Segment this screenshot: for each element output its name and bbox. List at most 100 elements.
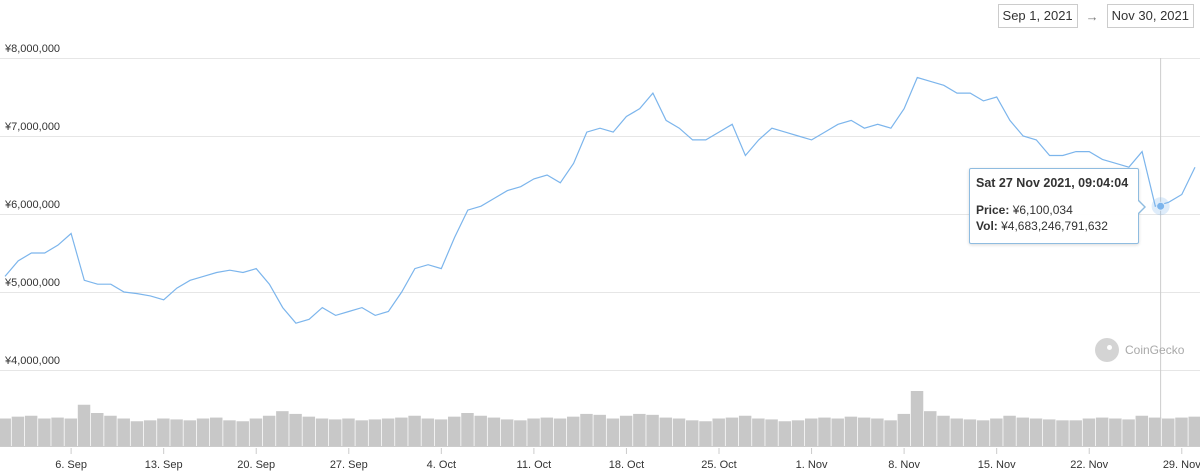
volume-bar	[196, 418, 210, 446]
volume-bar	[104, 415, 117, 446]
y-tick-label: ¥6,000,000	[4, 199, 60, 211]
volume-bar	[381, 418, 395, 446]
volume-bar	[924, 411, 937, 446]
x-tick-label: 4. Oct	[427, 459, 456, 471]
volume-bar	[805, 418, 818, 446]
volume-bar	[11, 416, 25, 446]
volume-bar	[725, 417, 739, 446]
tooltip: Sat 27 Nov 2021, 09:04:04 Price: ¥6,100,…	[969, 168, 1146, 244]
end-date-input[interactable]: Nov 30, 2021	[1106, 4, 1194, 28]
tooltip-price-label: Price:	[976, 203, 1010, 217]
volume-bar	[765, 419, 778, 446]
volume-bar	[157, 418, 170, 446]
volume-bar	[963, 419, 977, 446]
x-tick-label: 18. Oct	[609, 459, 644, 471]
arrow-right-icon: →	[1085, 8, 1099, 24]
volume-bar	[91, 413, 104, 446]
volume-bar	[223, 420, 236, 446]
y-tick-label: ¥4,000,000	[4, 355, 60, 367]
volume-bar	[210, 417, 223, 446]
volume-bar	[1003, 415, 1016, 446]
price-line	[4, 76, 1196, 324]
volume-bar	[143, 420, 157, 446]
volume-bar	[1135, 415, 1149, 446]
x-tick-label: 8. Nov	[888, 459, 920, 471]
volume-bar	[249, 418, 263, 446]
volume-bar	[24, 415, 38, 446]
volume-bar	[329, 419, 342, 446]
volume-bar	[1043, 419, 1056, 446]
coingecko-watermark: CoinGecko	[1095, 337, 1184, 363]
x-tick-label: 29. Nov	[1163, 459, 1200, 471]
volume-bar	[818, 417, 831, 446]
volume-bar	[1056, 420, 1069, 446]
volume-bar	[659, 417, 673, 446]
volume-bar	[342, 418, 355, 446]
volume-bar	[302, 416, 316, 446]
date-range-selector: Sep 1, 2021 → Nov 30, 2021	[997, 4, 1194, 28]
volume-bar	[1188, 416, 1200, 446]
x-tick-label: 15. Nov	[978, 459, 1016, 471]
volume-bar	[527, 418, 540, 446]
volume-bar	[38, 418, 51, 446]
tooltip-price-value: ¥6,100,034	[1012, 203, 1073, 217]
volume-bar	[117, 418, 130, 446]
volume-bar	[355, 420, 368, 446]
volume-bar	[606, 418, 620, 446]
volume-bar	[553, 418, 567, 446]
y-tick-label: ¥5,000,000	[4, 277, 60, 289]
start-date-input[interactable]: Sep 1, 2021	[997, 4, 1078, 28]
highlight-point	[1156, 201, 1166, 211]
volume-bar	[1148, 417, 1162, 446]
volume-bar	[1162, 418, 1175, 446]
volume-bar	[514, 420, 527, 446]
x-tick-label: 11. Oct	[517, 459, 552, 471]
volume-bar	[738, 415, 752, 446]
tooltip-vol-row: Vol: ¥4,683,246,791,632	[976, 218, 1132, 234]
volume-bar	[262, 415, 276, 446]
y-axis: ¥8,000,000 ¥7,000,000 ¥6,000,000 ¥5,000,000…	[4, 43, 60, 367]
volume-bar	[778, 421, 792, 446]
volume-bar	[236, 421, 249, 446]
x-tick-label: 25. Oct	[701, 459, 736, 471]
tooltip-title: Sat 27 Nov 2021, 09:04:04	[976, 176, 1129, 190]
volume-bar	[897, 413, 911, 446]
highlight-halo	[1151, 197, 1170, 216]
tooltip-price-row: Price: ¥6,100,034	[976, 202, 1132, 218]
volume-bar	[844, 416, 858, 446]
volume-bar	[1109, 418, 1122, 446]
volume-bar	[567, 416, 580, 446]
volume-bar	[540, 417, 554, 446]
volume-bar	[461, 413, 474, 446]
volume-bar	[937, 415, 950, 446]
x-tick-label: 13. Sep	[145, 459, 183, 471]
volume-bar	[315, 418, 329, 446]
volume-bar	[183, 420, 197, 446]
volume-bar	[434, 419, 448, 446]
volume-bar	[1029, 418, 1043, 446]
volume-bar	[831, 418, 844, 446]
volume-bar	[871, 418, 884, 446]
volume-bar	[448, 416, 461, 446]
volume-bar	[593, 414, 606, 446]
volume-bar	[580, 413, 593, 446]
volume-bar	[421, 418, 435, 446]
volume-bar	[910, 391, 924, 446]
volume-bar	[408, 415, 421, 446]
volume-bar	[77, 404, 91, 446]
volume-bar	[1122, 419, 1135, 446]
tooltip-vol-label: Vol:	[976, 219, 998, 233]
volume-bar	[699, 421, 712, 446]
volume-bar	[752, 418, 765, 446]
volume-bar	[276, 411, 289, 446]
coingecko-logo-icon	[1095, 338, 1119, 362]
volume-bar	[976, 420, 990, 446]
volume-bar	[1095, 417, 1109, 446]
x-tick-label: 20. Sep	[237, 459, 275, 471]
volume-bar	[884, 420, 897, 446]
volume-bar	[130, 421, 144, 446]
volume-bar	[0, 418, 11, 446]
volume-bar	[51, 417, 64, 446]
volume-bar	[368, 419, 382, 446]
